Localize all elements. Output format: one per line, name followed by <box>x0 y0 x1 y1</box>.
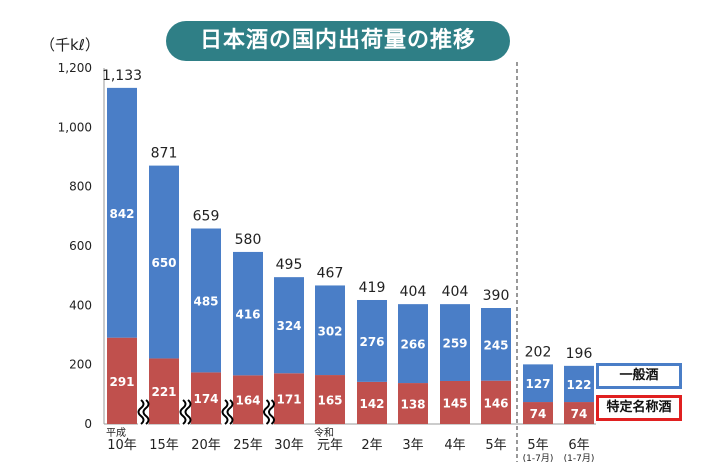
bar-special <box>564 402 594 424</box>
y-tick-label: 1,200 <box>58 61 92 75</box>
x-tick-label: 6年 <box>568 438 589 453</box>
x-tick-label: 20年 <box>191 438 221 453</box>
x-tick-label: 5年 <box>485 438 506 453</box>
bar-total-label: 419 <box>359 280 386 296</box>
axis-break-mark <box>268 399 275 425</box>
bar-special-value: 171 <box>276 393 301 407</box>
axis-break-mark <box>221 399 229 425</box>
bar-special <box>481 380 511 424</box>
bar-total-label: 1,133 <box>102 68 142 84</box>
bar-special <box>149 358 179 424</box>
bar-special-value: 174 <box>193 392 218 406</box>
bar-total-label: 404 <box>400 284 427 300</box>
bar-general <box>107 87 137 338</box>
x-tick-label-sub: (1-7月) <box>564 453 595 464</box>
x-tick-label: 4年 <box>444 438 465 453</box>
bar-special-value: 74 <box>571 407 588 421</box>
bar-total-label: 871 <box>151 146 178 162</box>
x-tick-label: 30年 <box>274 438 304 453</box>
bar-general <box>191 228 221 373</box>
bar-special <box>315 375 345 424</box>
axis-break-mark <box>184 399 192 425</box>
x-tick-label: 10年 <box>107 438 137 453</box>
bar-special <box>357 381 387 424</box>
bar-total-label: 404 <box>442 284 469 300</box>
bar-special-value: 142 <box>359 397 384 411</box>
y-tick-label: 400 <box>69 298 92 312</box>
bar-general-value: 485 <box>193 294 218 308</box>
bar-general <box>398 304 428 384</box>
bar-special-value: 221 <box>151 385 176 399</box>
bar-general <box>149 165 179 359</box>
bar-general-value: 302 <box>317 324 342 338</box>
legend-special: 特定名称酒 <box>596 395 682 421</box>
y-tick-label: 200 <box>69 358 92 372</box>
y-tick-label: 600 <box>69 239 92 253</box>
x-tick-label-era: 令和 <box>314 426 334 439</box>
bar-special <box>233 375 263 424</box>
bar-special <box>274 373 304 424</box>
bar-special-value: 138 <box>400 398 425 412</box>
bar-total-label: 659 <box>193 208 220 224</box>
bar-special-value: 145 <box>442 396 467 410</box>
axis-break-mark <box>263 399 270 425</box>
x-tick-label-era: 平成 <box>106 427 126 439</box>
bar-general-value: 245 <box>483 338 508 352</box>
axis-break-mark <box>179 399 187 425</box>
x-tick-label: 元年 <box>317 438 343 453</box>
bar-special-value: 74 <box>530 407 547 421</box>
x-tick-label: 3年 <box>402 438 423 453</box>
bar-general <box>315 285 345 376</box>
bar-general <box>357 299 387 382</box>
bar-general-value: 276 <box>359 335 384 349</box>
bar-general-value: 127 <box>525 377 550 391</box>
bar-general-value: 122 <box>566 378 591 392</box>
x-tick-label: 25年 <box>233 438 263 453</box>
bar-special <box>398 383 428 424</box>
bar-general <box>274 277 304 374</box>
bar-total-label: 580 <box>235 232 262 248</box>
bar-special <box>523 402 553 424</box>
bar-special <box>107 337 137 424</box>
axis-break-mark <box>226 399 234 425</box>
bar-general-value: 416 <box>235 308 260 322</box>
bar-total-label: 202 <box>525 344 552 360</box>
bar-general <box>523 364 553 403</box>
bar-special-value: 291 <box>109 375 134 389</box>
axis-break-mark <box>142 399 150 425</box>
bar-special-value: 165 <box>317 394 342 408</box>
bar-general <box>440 304 470 381</box>
bar-general-value: 324 <box>276 319 301 333</box>
axis-break-mark <box>137 399 145 425</box>
bar-general <box>564 365 594 403</box>
bar-general-value: 266 <box>400 338 425 352</box>
bar-special-value: 146 <box>483 396 508 410</box>
y-tick-label: 800 <box>69 180 92 194</box>
bar-general-value: 842 <box>109 207 134 221</box>
bar-special <box>440 380 470 424</box>
bar-special-value: 164 <box>235 394 260 408</box>
x-tick-label: 15年 <box>149 438 179 453</box>
bar-total-label: 390 <box>483 288 510 304</box>
x-tick-label: 2年 <box>361 438 382 453</box>
y-tick-label: 1,000 <box>58 120 92 134</box>
x-tick-label-sub: (1-7月) <box>523 453 554 464</box>
bar-total-label: 467 <box>317 265 344 281</box>
x-tick-label: 5年 <box>527 438 548 453</box>
legend-general: 一般酒 <box>596 363 682 389</box>
bar-general-value: 650 <box>151 256 176 270</box>
bar-total-label: 196 <box>566 346 593 362</box>
bar-special <box>191 372 221 424</box>
unit-label: （千kℓ） <box>40 36 100 54</box>
bar-general <box>233 251 263 376</box>
bar-general-value: 259 <box>442 337 467 351</box>
bar-total-label: 495 <box>276 257 303 273</box>
bar-general <box>481 308 511 381</box>
y-tick-label: 0 <box>84 417 92 431</box>
chart-title: 日本酒の国内出荷量の推移 <box>166 21 510 61</box>
